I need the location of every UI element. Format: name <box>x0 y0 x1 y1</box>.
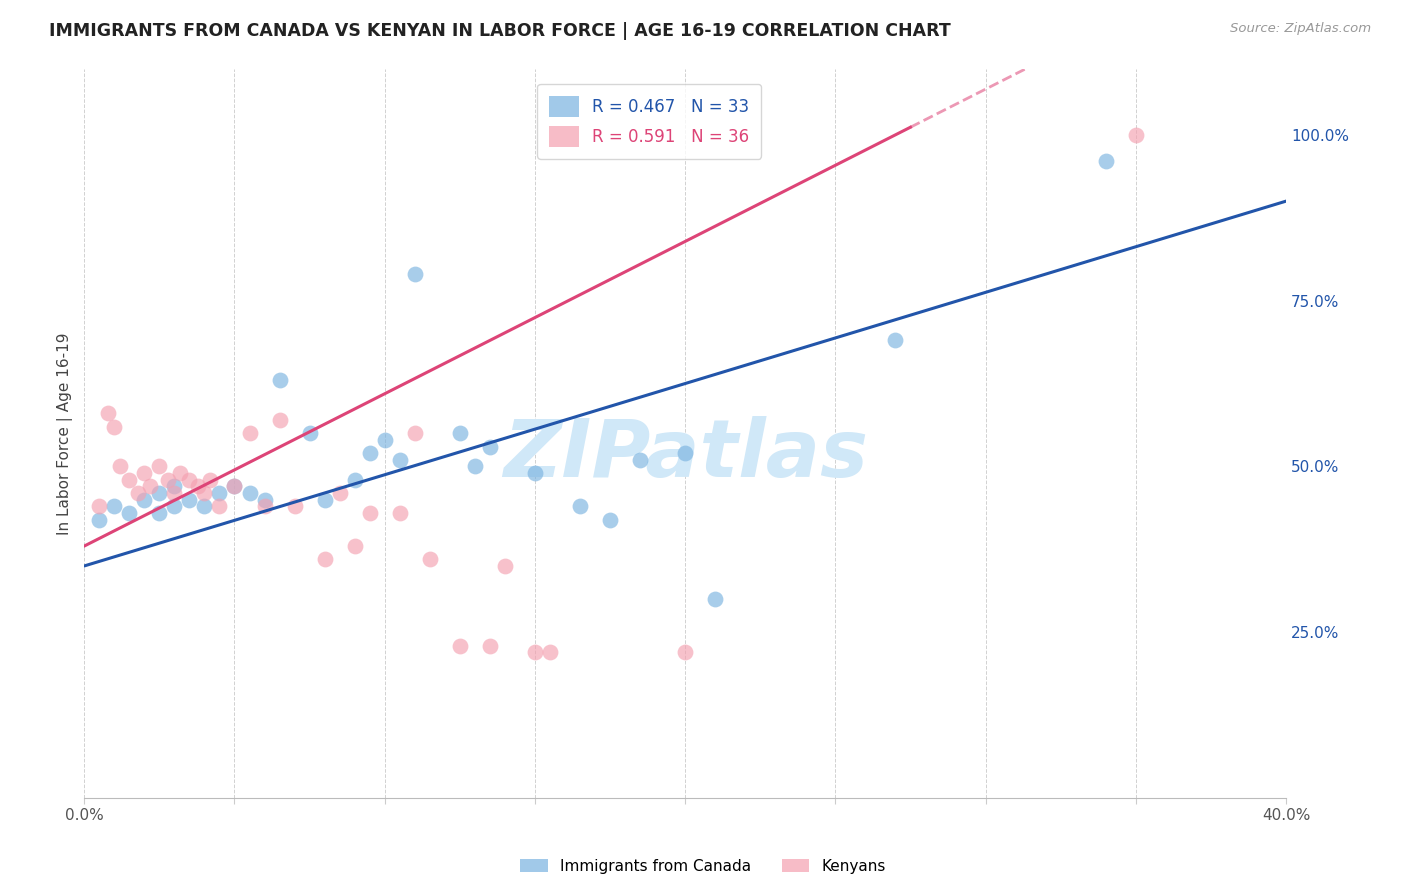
Point <box>224 479 246 493</box>
Point <box>478 440 501 454</box>
Point <box>118 473 141 487</box>
Point <box>253 492 276 507</box>
Point <box>404 267 426 281</box>
Point <box>134 466 156 480</box>
Point <box>148 486 170 500</box>
Text: ZIPatlas: ZIPatlas <box>502 417 868 494</box>
Point <box>314 492 336 507</box>
Point <box>329 486 352 500</box>
Point <box>478 639 501 653</box>
Point <box>359 446 381 460</box>
Point <box>139 479 162 493</box>
Point <box>599 512 621 526</box>
Point <box>538 645 561 659</box>
Point <box>284 500 307 514</box>
Point <box>449 426 471 441</box>
Point <box>179 492 201 507</box>
Point <box>253 500 276 514</box>
Point <box>298 426 321 441</box>
Point <box>148 506 170 520</box>
Point <box>193 500 215 514</box>
Point <box>89 512 111 526</box>
Point <box>388 506 411 520</box>
Point <box>704 592 727 607</box>
Point <box>343 539 366 553</box>
Point <box>208 486 231 500</box>
Point <box>269 373 291 387</box>
Legend: Immigrants from Canada, Kenyans: Immigrants from Canada, Kenyans <box>515 853 891 880</box>
Point <box>238 426 260 441</box>
Point <box>388 452 411 467</box>
Point <box>523 645 546 659</box>
Point <box>179 473 201 487</box>
Point <box>269 413 291 427</box>
Point <box>359 506 381 520</box>
Point <box>374 433 396 447</box>
Point <box>89 500 111 514</box>
Point <box>193 486 215 500</box>
Point <box>163 500 186 514</box>
Point <box>404 426 426 441</box>
Point <box>569 500 592 514</box>
Text: IMMIGRANTS FROM CANADA VS KENYAN IN LABOR FORCE | AGE 16-19 CORRELATION CHART: IMMIGRANTS FROM CANADA VS KENYAN IN LABO… <box>49 22 950 40</box>
Point <box>224 479 246 493</box>
Point <box>628 452 651 467</box>
Point <box>1094 154 1116 169</box>
Point <box>169 466 191 480</box>
Point <box>103 419 125 434</box>
Point <box>134 492 156 507</box>
Y-axis label: In Labor Force | Age 16-19: In Labor Force | Age 16-19 <box>58 332 73 534</box>
Point <box>419 552 441 566</box>
Point <box>127 486 149 500</box>
Point <box>148 459 170 474</box>
Point <box>449 639 471 653</box>
Point <box>200 473 222 487</box>
Point <box>110 459 132 474</box>
Point <box>208 500 231 514</box>
Point <box>673 446 696 460</box>
Point <box>464 459 486 474</box>
Point <box>187 479 209 493</box>
Point <box>103 500 125 514</box>
Point <box>238 486 260 500</box>
Point <box>314 552 336 566</box>
Point <box>97 406 120 420</box>
Point <box>884 334 907 348</box>
Legend: R = 0.467   N = 33, R = 0.591   N = 36: R = 0.467 N = 33, R = 0.591 N = 36 <box>537 84 761 159</box>
Point <box>343 473 366 487</box>
Point <box>523 466 546 480</box>
Text: Source: ZipAtlas.com: Source: ZipAtlas.com <box>1230 22 1371 36</box>
Point <box>673 645 696 659</box>
Point <box>118 506 141 520</box>
Point <box>163 479 186 493</box>
Point <box>494 558 516 573</box>
Point <box>163 486 186 500</box>
Point <box>157 473 180 487</box>
Point <box>1125 128 1147 142</box>
